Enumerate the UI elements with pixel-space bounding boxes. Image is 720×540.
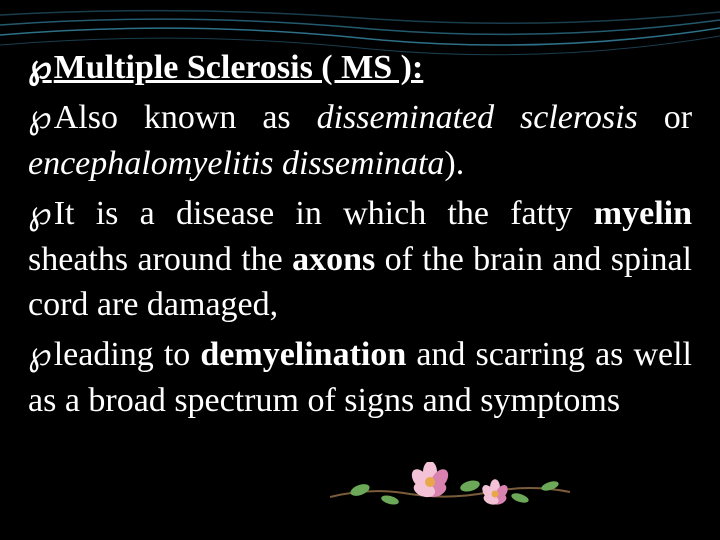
flower-decoration (320, 462, 580, 522)
text-run: demyelination (200, 336, 406, 373)
bullet-icon: ℘ (28, 194, 52, 232)
bullet-icon: ℘ (28, 335, 52, 373)
text-run: or (638, 99, 692, 136)
text-run: encephalomyelitis disseminata (28, 145, 444, 182)
text-run: sheaths around the (28, 241, 292, 278)
text-run: axons (292, 241, 375, 278)
bullet-icon: ℘ (28, 98, 52, 136)
slide-content: ℘Multiple Sclerosis ( MS ): ℘Also known … (28, 45, 692, 428)
title-bullet: ℘Multiple Sclerosis ( MS ): (28, 45, 692, 91)
text-run: Also known as (54, 99, 317, 136)
body-bullet: ℘leading to demyelination and scarring a… (28, 332, 692, 424)
text-run: leading to (54, 336, 201, 373)
text-run: myelin (594, 195, 692, 232)
title-text: Multiple Sclerosis ( MS ): (54, 49, 424, 86)
text-run: disseminated sclerosis (317, 99, 638, 136)
text-run: It is a disease in which the fatty (54, 195, 594, 232)
bullet-icon: ℘ (28, 48, 52, 86)
body-bullet: ℘It is a disease in which the fatty myel… (28, 191, 692, 329)
body-bullet: ℘Also known as disseminated sclerosis or… (28, 95, 692, 187)
text-run: ). (444, 145, 464, 182)
